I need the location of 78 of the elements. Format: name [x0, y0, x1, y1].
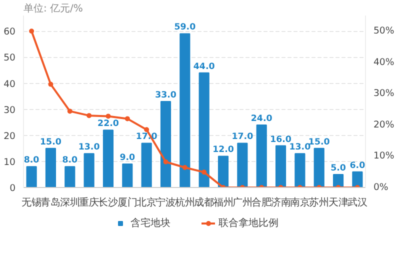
x-tick-label: 福州 [213, 196, 234, 208]
bar [180, 33, 190, 188]
bar [275, 145, 286, 188]
x-tick-label: 合肥 [252, 196, 272, 208]
y-tick-label: 50 [4, 52, 16, 64]
y2-tick-label: 30% [374, 88, 394, 100]
x-tick-label: 济南 [270, 196, 291, 208]
y-tick-label: 60 [4, 26, 16, 38]
x-tick-label: 天津 [328, 196, 348, 208]
data-label: 8.0 [62, 156, 78, 166]
x-tick-label: 无锡 [22, 198, 42, 208]
x-tick-label: 广州 [232, 196, 252, 208]
point [106, 114, 111, 119]
y-tick-label: 40 [4, 78, 16, 90]
point [48, 82, 54, 87]
y-tick-label: 10 [4, 156, 16, 168]
y2-tick-label: 20% [374, 119, 394, 130]
point [67, 108, 72, 114]
data-label: 9.0 [120, 153, 136, 164]
y2-tick-label: 50% [374, 26, 394, 37]
point [182, 164, 188, 170]
bar [314, 148, 324, 188]
data-label: 17.0 [232, 132, 254, 142]
point [124, 116, 130, 122]
bar [122, 164, 133, 188]
bar [256, 124, 267, 188]
bar [84, 153, 94, 188]
point [163, 159, 168, 164]
data-label: 33.0 [155, 90, 176, 100]
x-tick-label: 青岛 [40, 196, 61, 208]
bar [160, 101, 172, 188]
bar [332, 174, 344, 188]
data-label: 16.0 [270, 134, 292, 145]
data-label: 24.0 [250, 114, 272, 124]
data-label: 59.0 [174, 22, 196, 33]
bar [218, 156, 229, 188]
bar [26, 166, 37, 188]
y-tick-label: 20 [4, 130, 16, 142]
point [29, 28, 34, 34]
y2-tick-label: 10% [374, 150, 394, 162]
x-tick-label: 苏州 [309, 196, 330, 208]
data-label: 22.0 [98, 119, 119, 130]
y-tick-label: 30 [4, 104, 16, 116]
bar [294, 153, 306, 188]
data-label: 8.0 [24, 156, 40, 166]
x-tick-label: 深圳 [60, 196, 80, 208]
point [86, 113, 92, 118]
x-tick-label: 成都 [194, 196, 214, 208]
bar [64, 166, 76, 188]
x-tick-label: 北京 [136, 196, 157, 208]
data-label: 6.0 [350, 160, 366, 171]
data-label: 15.0 [40, 137, 62, 148]
x-tick-label: 长沙 [98, 196, 118, 208]
point [144, 127, 150, 132]
data-label: 5.0 [330, 163, 346, 174]
y2-tick-label: 0% [374, 182, 388, 193]
data-label: 12.0 [212, 145, 234, 156]
x-tick-label: 宁波 [156, 196, 176, 208]
x-tick-label: 厦门 [117, 196, 138, 208]
data-label: 44.0 [193, 62, 215, 72]
bar [45, 148, 56, 188]
bar [237, 142, 248, 188]
bar [198, 72, 210, 188]
data-label: 13.0 [78, 142, 100, 153]
bar [102, 130, 114, 188]
bar [141, 142, 152, 188]
point [202, 170, 207, 175]
x-tick-label: 杭州 [174, 196, 195, 208]
legend-label: 联合拿地比例 [218, 216, 278, 230]
x-tick-label: 武汉 [347, 196, 368, 208]
bar [352, 171, 363, 188]
y2-tick-label: 40% [374, 56, 394, 68]
x-tick-label: 南京 [290, 196, 310, 208]
y-tick-label: 0 [10, 183, 16, 194]
text: 单位: 亿元/% [24, 2, 83, 14]
data-label: 13.0 [289, 142, 311, 153]
legend-label: 含宅地块 [130, 216, 170, 230]
x-tick-label: 重庆 [79, 196, 100, 208]
